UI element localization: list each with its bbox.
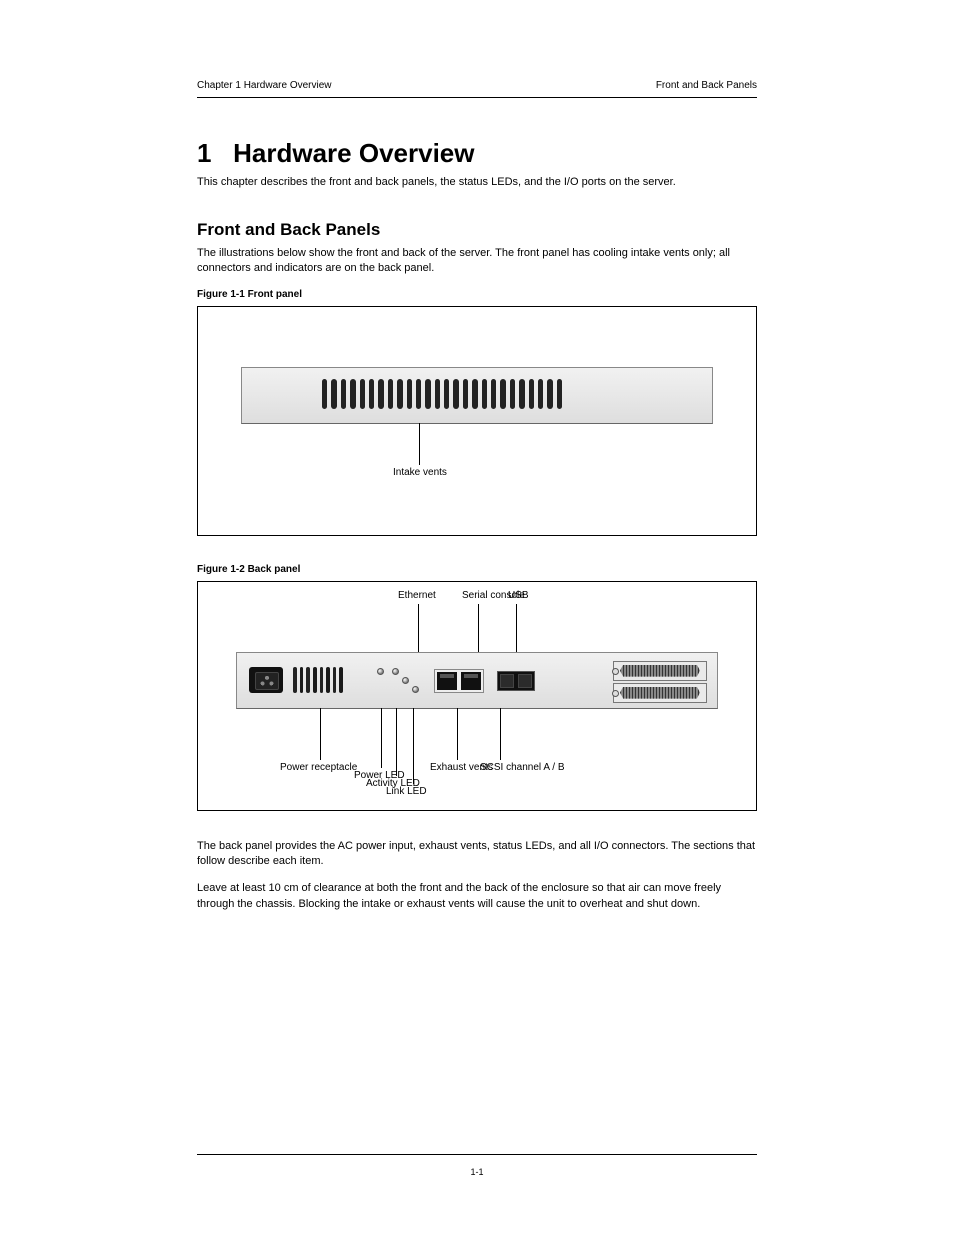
after-figures-p1: The back panel provides the AC power inp… [197,839,757,870]
leader-line [457,708,458,760]
running-header: Chapter 1 Hardware Overview Front and Ba… [197,80,757,91]
vent-slot [529,379,534,409]
section-title-front-back: Front and Back Panels [197,220,757,240]
front-panel-body [241,367,713,424]
vent-slot [557,379,562,409]
activity-led-icon [392,668,399,675]
ethernet-ports-icon [434,669,484,693]
vent-slot [407,379,412,409]
chapter-name: Hardware Overview [233,138,474,168]
vent-slot [510,379,515,409]
link-led-label: Link LED [386,786,427,797]
intake-vents [322,379,562,409]
header-left: Chapter 1 Hardware Overview [197,80,332,91]
usb-ports-icon [497,671,535,691]
vent-slot [416,379,421,409]
intake-vents-label: Intake vents [393,467,447,478]
exhaust-vents-icon [293,667,343,693]
power-receptacle-label: Power receptacle [280,762,357,773]
vent-slot [322,379,327,409]
vent-slot [547,379,552,409]
vent-slot [463,379,468,409]
leader-line [419,423,420,465]
power-receptacle-icon [249,667,283,693]
vent-slot [378,379,383,409]
vent-slot [369,379,374,409]
chapter-number: 1 [197,138,211,168]
leader-line [381,708,382,768]
figure-2: Ethernet Serial console USB Power recept… [197,581,757,811]
vent-slot [482,379,487,409]
vent-slot [500,379,505,409]
vent-slot [341,379,346,409]
vent-slot [444,379,449,409]
leader-line [396,708,397,776]
chapter-title: 1 Hardware Overview [197,138,757,169]
usb-label: USB [508,590,529,601]
footer-page-number: 1-1 [0,1167,954,1177]
leader-line [478,604,479,652]
link-led-icon [402,677,409,684]
speed-led-icon [412,686,419,693]
vent-slot [435,379,440,409]
vent-slot [472,379,477,409]
after-figures-p2: Leave at least 10 cm of clearance at bot… [197,881,757,912]
leader-line [418,604,419,652]
scsi-connector-a-icon [613,661,707,681]
top-rule [197,97,757,98]
scsi-connector-b-icon [613,683,707,703]
vent-slot [425,379,430,409]
leader-line [516,604,517,652]
section-body-front-back: The illustrations below show the front a… [197,246,757,277]
vent-slot [538,379,543,409]
vent-slot [453,379,458,409]
header-right: Front and Back Panels [656,80,757,91]
vent-slot [360,379,365,409]
figure-1-caption: Figure 1-1 Front panel [197,289,757,300]
vent-slot [397,379,402,409]
figure-2-caption: Figure 1-2 Back panel [197,564,757,575]
scsi-label: SCSI channel A / B [480,762,565,773]
chapter-intro: This chapter describes the front and bac… [197,175,757,190]
leader-line [500,708,501,760]
vent-slot [331,379,336,409]
vent-slot [350,379,355,409]
page: Chapter 1 Hardware Overview Front and Ba… [0,0,954,1235]
leader-line [320,708,321,760]
ethernet-label: Ethernet [398,590,436,601]
power-led-icon [377,668,384,675]
bottom-rule [197,1154,757,1155]
vent-slot [519,379,524,409]
leader-line [413,708,414,784]
back-panel-body [236,652,718,709]
vent-slot [491,379,496,409]
figure-1: Intake vents [197,306,757,536]
vent-slot [388,379,393,409]
